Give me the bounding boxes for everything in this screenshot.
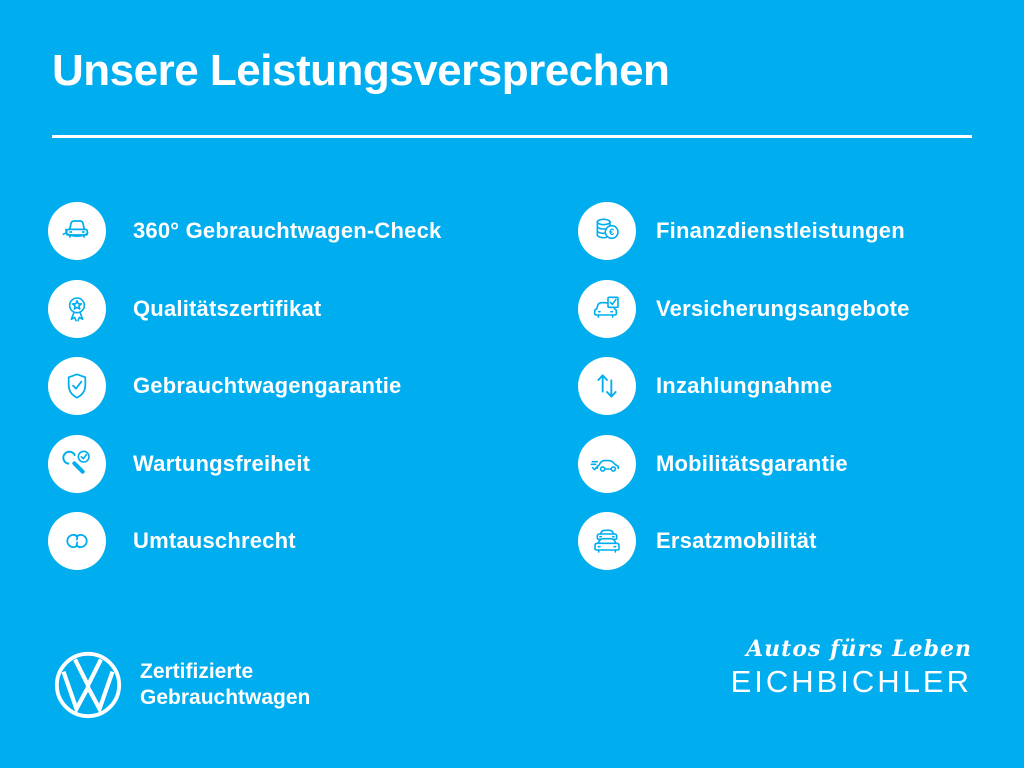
up-down-arrows-icon (578, 357, 636, 415)
promise-item: € Finanzdienstleistungen (578, 202, 910, 260)
car-checklist-icon (578, 279, 636, 338)
promise-column-right: € Finanzdienstleistungen Versicherungsan… (578, 202, 910, 570)
dealer-name: EICHBICHLER (730, 664, 972, 699)
promise-label: Finanzdienstleistungen (656, 218, 905, 243)
dealer-logo: Autos fürs Leben EICHBICHLER (731, 636, 972, 700)
vw-badge-line2: Gebrauchtwagen (140, 686, 311, 709)
promise-label: Inzahlungnahme (656, 373, 833, 398)
promise-item: Ersatzmobilität (578, 512, 910, 570)
promise-label: Gebrauchtwagengarantie (133, 373, 402, 398)
promise-item: Gebrauchtwagengarantie (48, 357, 441, 415)
dealer-tagline: Autos fürs Leben (746, 636, 972, 662)
wrench-check-icon (48, 434, 106, 493)
shield-check-icon (48, 357, 106, 415)
promise-item: Mobilitätsgarantie (578, 434, 910, 493)
vw-logo-icon (53, 650, 123, 720)
promise-item: Umtauschrecht (48, 512, 441, 570)
promise-label: Mobilitätsgarantie (656, 450, 848, 476)
vw-badge-text: Zertifizierte Gebrauchtwagen (140, 659, 310, 711)
promise-item: Versicherungsangebote (578, 279, 910, 338)
promise-label: Qualitätszertifikat (133, 295, 322, 321)
promise-label: Wartungsfreiheit (133, 450, 311, 476)
medal-icon (48, 279, 106, 338)
promise-item: Wartungsfreiheit (48, 434, 441, 493)
svg-text:€: € (609, 227, 615, 237)
car-360-icon (48, 202, 106, 260)
promise-item: Qualitätszertifikat (48, 279, 441, 338)
title-underline (52, 135, 972, 138)
promise-column-left: 360° Gebrauchtwagen-Check Qualitätszerti… (48, 202, 441, 570)
page-title: Unsere Leistungsversprechen (52, 46, 670, 95)
exchange-arrows-icon (48, 512, 106, 570)
promise-item: 360° Gebrauchtwagen-Check (48, 202, 441, 260)
vw-badge-line1: Zertifizierte (140, 660, 254, 683)
two-cars-icon (578, 512, 636, 570)
promise-label: Versicherungsangebote (656, 295, 910, 321)
coins-euro-icon: € (578, 202, 636, 260)
fast-car-icon (578, 434, 636, 493)
promise-label: Ersatzmobilität (656, 528, 817, 553)
promise-label: Umtauschrecht (133, 528, 296, 553)
promise-item: Inzahlungnahme (578, 357, 910, 415)
promise-label: 360° Gebrauchtwagen-Check (133, 218, 442, 243)
vw-certified-badge: Zertifizierte Gebrauchtwagen (53, 650, 310, 720)
